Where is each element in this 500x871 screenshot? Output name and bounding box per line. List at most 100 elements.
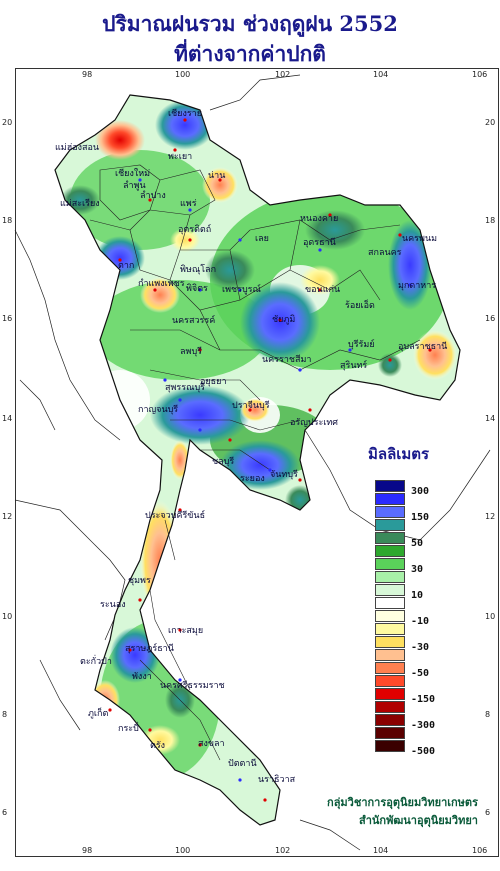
lon-tick-bottom: 104: [373, 846, 389, 855]
lon-tick-top: 104: [373, 70, 389, 79]
place-label: ปัตตานี: [228, 758, 257, 769]
lat-tick-left: 16: [2, 314, 13, 323]
legend-value: 300: [411, 486, 430, 497]
lat-tick-right: 18: [485, 216, 496, 225]
legend-swatch: [375, 662, 405, 674]
place-label: เชียงใหม่: [115, 168, 150, 179]
place-label: บุรีรัมย์: [348, 338, 375, 350]
place-label: นครพนม: [402, 234, 437, 244]
place-label: ประจวบคีรีขันธ์: [145, 509, 205, 521]
legend-swatch: [375, 623, 405, 635]
place-label: มุกดาหาร: [398, 281, 436, 291]
legend-title: มิลลิเมตร: [368, 445, 430, 463]
place-label: สุพรรณบุรี: [165, 382, 205, 393]
lat-tick-right: 6: [485, 808, 491, 817]
credit-line2: สำนักพัฒนาอุตุนิยมวิทยา: [359, 814, 478, 827]
legend-swatch: [375, 675, 405, 687]
legend-value: 50: [411, 538, 424, 549]
legend: 300 150 50 30 10 -10 -30 -50 -150 -300 -…: [375, 480, 435, 757]
lon-tick-bottom: 102: [275, 846, 291, 855]
legend-swatch: [375, 701, 405, 713]
lat-tick-right: 12: [485, 512, 496, 521]
place-label: อยุธยา: [200, 377, 227, 387]
place-label: ตรัง: [150, 741, 165, 751]
place-label: ชัยภูมิ: [272, 314, 295, 325]
credit-line1: กลุ่มวิชาการอุตุนิยมวิทยาเกษตร: [327, 796, 478, 809]
legend-swatch: [375, 506, 405, 518]
place-label: ตาก: [118, 261, 134, 271]
place-label: จันทบุรี: [270, 469, 298, 480]
legend-swatch: [375, 545, 405, 557]
place-label: ภูเก็ต: [88, 706, 108, 719]
place-label: พังงา: [132, 672, 152, 682]
place-label: ชลบุรี: [212, 456, 234, 467]
legend-value: 10: [411, 590, 424, 601]
place-label: แม่สะเรียง: [60, 198, 100, 209]
place-label: แพร่: [180, 199, 197, 209]
lat-tick-right: 20: [485, 118, 496, 127]
place-label: กาญจนบุรี: [138, 404, 178, 415]
legend-value: -150: [411, 694, 436, 705]
place-label: พิษณุโลก: [180, 264, 216, 275]
lon-tick-bottom: 100: [175, 846, 191, 855]
place-label: กระบี่: [118, 721, 139, 734]
place-label: สุราษฎร์ธานี: [125, 642, 174, 654]
legend-value: -50: [411, 668, 430, 679]
lon-tick-bottom: 106: [472, 846, 488, 855]
place-label: ตะกั่วป่า: [80, 654, 112, 667]
lat-tick-left: 20: [2, 118, 13, 127]
place-label: ระนอง: [100, 600, 126, 610]
place-label: ปราจีนบุรี: [232, 400, 270, 411]
place-label: สกลนคร: [368, 248, 402, 258]
place-label: นครศรีธรรมราช: [160, 680, 225, 691]
place-label: เชียงราย: [168, 108, 202, 119]
lon-tick-bottom: 98: [82, 846, 93, 855]
lon-tick-top: 106: [472, 70, 488, 79]
legend-swatch: [375, 727, 405, 739]
place-label: อุดรธานี: [303, 237, 336, 248]
legend-value: -300: [411, 720, 436, 731]
legend-value: -500: [411, 746, 436, 757]
place-label: นครราชสีมา: [262, 354, 311, 365]
place-label: ขอนแก่น: [305, 285, 340, 295]
legend-swatch: [375, 584, 405, 596]
place-label: เพชรบูรณ์: [222, 283, 261, 295]
legend-swatch: [375, 519, 405, 531]
place-label: อุตรดิตถ์: [178, 223, 211, 235]
legend-swatch: [375, 532, 405, 544]
legend-swatch: [375, 688, 405, 700]
place-label: เลย: [255, 234, 269, 244]
place-label: น่าน: [208, 171, 225, 181]
place-label: ชุมพร: [128, 576, 151, 586]
place-label: อุบลราชธานี: [398, 341, 447, 352]
lon-tick-top: 102: [275, 70, 291, 79]
place-label: พะเยา: [168, 152, 192, 162]
legend-swatch: [375, 558, 405, 570]
place-label: ลำปาง: [140, 190, 166, 201]
legend-swatch: [375, 571, 405, 583]
place-label: นราธิวาส: [258, 774, 296, 785]
lon-tick-top: 100: [175, 70, 191, 79]
legend-swatch: [375, 740, 405, 752]
lat-tick-left: 6: [2, 808, 8, 817]
place-label: ลำพูน: [123, 180, 146, 191]
place-label: พิจิตร: [186, 283, 208, 294]
place-label: แม่ฮ่องสอน: [55, 143, 99, 153]
legend-swatch: [375, 636, 405, 648]
place-label: สงขลา: [198, 739, 225, 749]
lon-tick-top: 98: [82, 70, 93, 79]
lat-tick-right: 8: [485, 710, 491, 719]
lat-tick-right: 16: [485, 314, 496, 323]
legend-swatch: [375, 493, 405, 505]
place-label: ระยอง: [240, 474, 265, 484]
legend-value: -10: [411, 616, 430, 627]
lat-tick-left: 10: [2, 612, 13, 621]
legend-swatch: [375, 649, 405, 661]
lat-tick-left: 14: [2, 414, 13, 423]
legend-swatch: [375, 610, 405, 622]
legend-swatch: [375, 714, 405, 726]
lat-tick-right: 14: [485, 414, 496, 423]
place-label: นครสวรรค์: [172, 314, 215, 326]
map-title-line1: ปริมาณฝนรวม ช่วงฤดูฝน 2552: [102, 11, 398, 36]
